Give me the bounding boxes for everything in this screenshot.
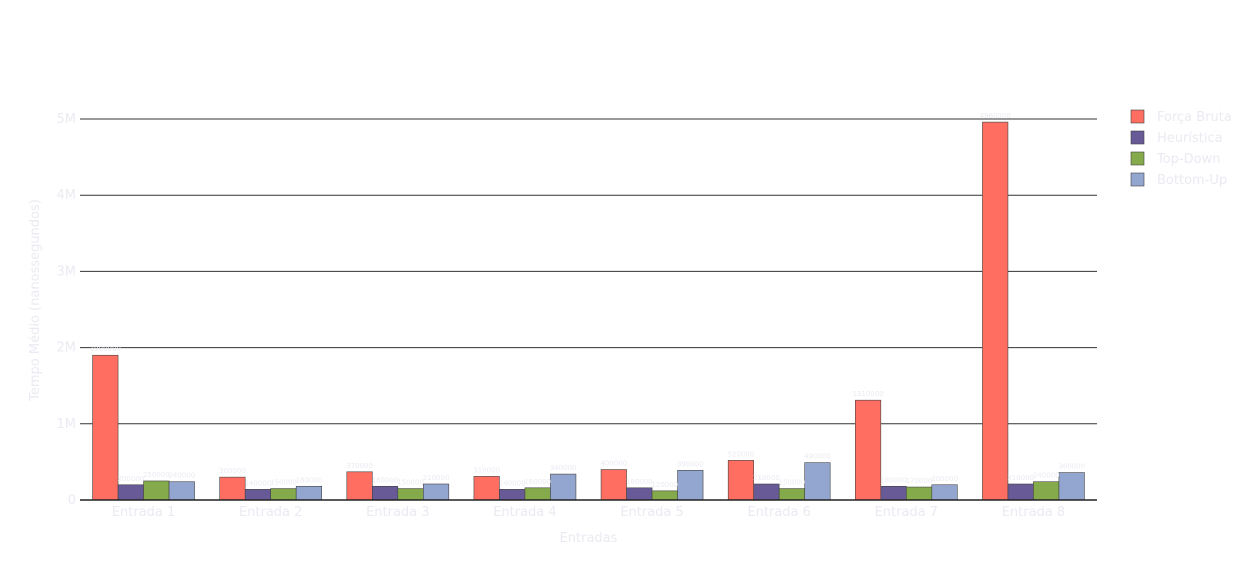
- data-label: 150000: [779, 479, 806, 487]
- legend-swatch[interactable]: [1130, 109, 1145, 124]
- bar[interactable]: [524, 487, 551, 501]
- bar[interactable]: [906, 486, 933, 501]
- data-label: 160000: [524, 478, 551, 486]
- data-label: 200000: [117, 475, 144, 483]
- x-tick-label: Entrada 8: [1002, 505, 1065, 520]
- data-label: 210000: [1007, 474, 1034, 482]
- bar[interactable]: [626, 487, 653, 501]
- bar[interactable]: [677, 469, 704, 501]
- bar[interactable]: [499, 489, 526, 501]
- data-labels: 1900000200000250000240000300000140000150…: [90, 112, 1085, 489]
- data-label: 400000: [600, 460, 627, 468]
- x-tick-label: Entrada 5: [620, 505, 683, 520]
- bar[interactable]: [855, 399, 882, 501]
- data-label: 150000: [397, 479, 424, 487]
- data-label: 140000: [499, 479, 526, 487]
- data-label: 240000: [168, 472, 195, 480]
- bar[interactable]: [295, 485, 322, 501]
- bar[interactable]: [143, 480, 170, 501]
- data-label: 210000: [753, 474, 780, 482]
- y-tick-label: 4M: [57, 188, 77, 203]
- legend[interactable]: Força Bruta Heurística Top-Down Bottom-Up: [1130, 109, 1232, 188]
- legend-label[interactable]: Heurística: [1157, 131, 1223, 146]
- y-tick-label: 5M: [57, 112, 77, 127]
- bars: [92, 121, 1085, 501]
- bar[interactable]: [168, 481, 195, 501]
- x-tick-label: Entrada 7: [875, 505, 938, 520]
- x-tick-label: Entrada 3: [366, 505, 429, 520]
- data-label: 310000: [473, 466, 500, 474]
- data-label: 300000: [219, 467, 246, 475]
- gridlines: [80, 118, 1097, 425]
- data-label: 390000: [677, 460, 704, 468]
- bar[interactable]: [600, 469, 627, 501]
- x-tick-label: Entrada 2: [239, 505, 302, 520]
- data-label: 140000: [245, 479, 272, 487]
- bar[interactable]: [244, 489, 271, 501]
- bar[interactable]: [550, 473, 577, 501]
- bar[interactable]: [804, 462, 831, 501]
- bar[interactable]: [982, 121, 1009, 501]
- legend-label[interactable]: Bottom-Up: [1157, 173, 1227, 188]
- data-label: 340000: [550, 464, 577, 472]
- bar[interactable]: [1033, 481, 1060, 501]
- data-label: 120000: [651, 481, 678, 489]
- data-label: 160000: [626, 478, 653, 486]
- bar[interactable]: [270, 488, 297, 501]
- bar[interactable]: [1007, 483, 1034, 501]
- bar[interactable]: [423, 483, 450, 501]
- data-label: 4960000: [980, 112, 1011, 120]
- legend-swatch[interactable]: [1130, 151, 1145, 166]
- data-label: 240000: [1033, 472, 1060, 480]
- data-label: 1310000: [852, 390, 883, 398]
- data-label: 250000: [143, 471, 170, 479]
- bar[interactable]: [117, 484, 144, 501]
- data-label: 1900000: [90, 345, 121, 353]
- legend-swatch[interactable]: [1130, 130, 1145, 145]
- x-tick-label: Entrada 1: [112, 505, 175, 520]
- y-tick-label: 3M: [57, 264, 77, 279]
- data-label: 520000: [728, 450, 755, 458]
- data-label: 180000: [880, 476, 907, 484]
- bar[interactable]: [651, 490, 678, 501]
- x-axis-ticks: Entrada 1 Entrada 2 Entrada 3 Entrada 4 Entr…: [112, 505, 1065, 520]
- bar[interactable]: [346, 471, 373, 501]
- data-label: 360000: [1058, 463, 1085, 471]
- bar[interactable]: [1058, 472, 1085, 501]
- x-tick-label: Entrada 6: [747, 505, 810, 520]
- y-tick-label: 2M: [57, 341, 77, 356]
- data-label: 170000: [906, 477, 933, 485]
- bar[interactable]: [372, 485, 399, 501]
- y-axis-ticks: 0 1M 2M 3M 4M 5M: [57, 112, 77, 508]
- y-tick-label: 1M: [57, 417, 77, 432]
- x-axis-title: Entradas: [560, 531, 618, 546]
- data-label: 150000: [270, 479, 297, 487]
- data-label: 180000: [372, 476, 399, 484]
- x-tick-label: Entrada 4: [493, 505, 556, 520]
- data-label: 180000: [296, 476, 323, 484]
- data-label: 490000: [804, 453, 831, 461]
- y-axis-title: Tempo Médio (nanossegundos): [28, 199, 43, 402]
- legend-label[interactable]: Top-Down: [1156, 152, 1220, 167]
- legend-swatch[interactable]: [1130, 172, 1145, 187]
- bar[interactable]: [473, 476, 500, 501]
- bar[interactable]: [778, 488, 805, 501]
- bar[interactable]: [397, 488, 424, 501]
- data-label: 210000: [423, 474, 450, 482]
- y-tick-label: 0: [68, 493, 76, 508]
- legend-label[interactable]: Força Bruta: [1157, 110, 1232, 125]
- data-label: 200000: [931, 475, 958, 483]
- bar[interactable]: [931, 484, 958, 501]
- bar[interactable]: [219, 476, 246, 501]
- bar[interactable]: [753, 483, 780, 501]
- bar[interactable]: [880, 485, 907, 501]
- bar[interactable]: [727, 460, 754, 501]
- data-label: 370000: [346, 462, 373, 470]
- bar[interactable]: [92, 354, 119, 501]
